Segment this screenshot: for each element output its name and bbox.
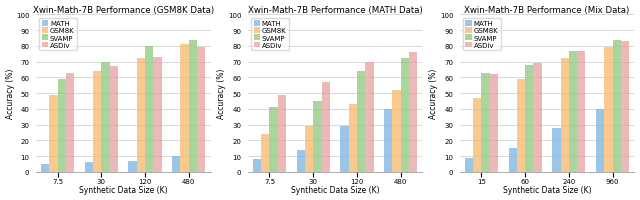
Bar [180,45,189,172]
Bar [621,42,629,172]
Bar [612,40,621,172]
Y-axis label: Accuracy (%): Accuracy (%) [6,69,15,119]
Bar [313,101,321,172]
Bar [517,79,525,172]
Bar [365,62,374,172]
Y-axis label: Accuracy (%): Accuracy (%) [429,69,438,119]
Bar [101,62,109,172]
Bar [473,98,481,172]
Bar [154,58,161,172]
Bar [490,75,498,172]
Bar [525,65,534,172]
Bar [401,59,409,172]
Title: Xwin-Math-7B Performance (GSM8K Data): Xwin-Math-7B Performance (GSM8K Data) [33,6,214,14]
Bar [58,79,66,172]
Bar [305,127,313,172]
Title: Xwin-Math-7B Performance (Mix Data): Xwin-Math-7B Performance (Mix Data) [465,6,630,14]
Bar [84,163,93,172]
Bar [41,164,49,172]
Y-axis label: Accuracy (%): Accuracy (%) [218,69,227,119]
X-axis label: Synthetic Data Size (K): Synthetic Data Size (K) [291,186,380,194]
Bar [392,90,401,172]
Bar [340,127,349,172]
X-axis label: Synthetic Data Size (K): Synthetic Data Size (K) [502,186,591,194]
Bar [481,73,490,172]
Bar [604,48,612,172]
Legend: MATH, GSM8K, SVAMP, ASDiv: MATH, GSM8K, SVAMP, ASDiv [39,19,77,51]
Bar [66,73,74,172]
Bar [49,95,58,172]
Bar [384,109,392,172]
X-axis label: Synthetic Data Size (K): Synthetic Data Size (K) [79,186,168,194]
Bar [93,72,101,172]
Bar [321,83,330,172]
Bar [145,47,154,172]
Bar [357,72,365,172]
Bar [296,150,305,172]
Legend: MATH, GSM8K, SVAMP, ASDiv: MATH, GSM8K, SVAMP, ASDiv [251,19,289,51]
Bar [278,95,286,172]
Bar [577,51,586,172]
Legend: MATH, GSM8K, SVAMP, ASDiv: MATH, GSM8K, SVAMP, ASDiv [463,19,501,51]
Bar [509,148,517,172]
Bar [465,158,473,172]
Bar [561,59,569,172]
Bar [137,59,145,172]
Bar [569,51,577,172]
Bar [349,105,357,172]
Bar [109,67,118,172]
Bar [172,156,180,172]
Bar [269,108,278,172]
Bar [189,40,197,172]
Bar [261,134,269,172]
Title: Xwin-Math-7B Performance (MATH Data): Xwin-Math-7B Performance (MATH Data) [248,6,422,14]
Bar [552,128,561,172]
Bar [253,159,261,172]
Bar [534,64,542,172]
Bar [129,161,137,172]
Bar [596,109,604,172]
Bar [409,53,417,172]
Bar [197,48,205,172]
